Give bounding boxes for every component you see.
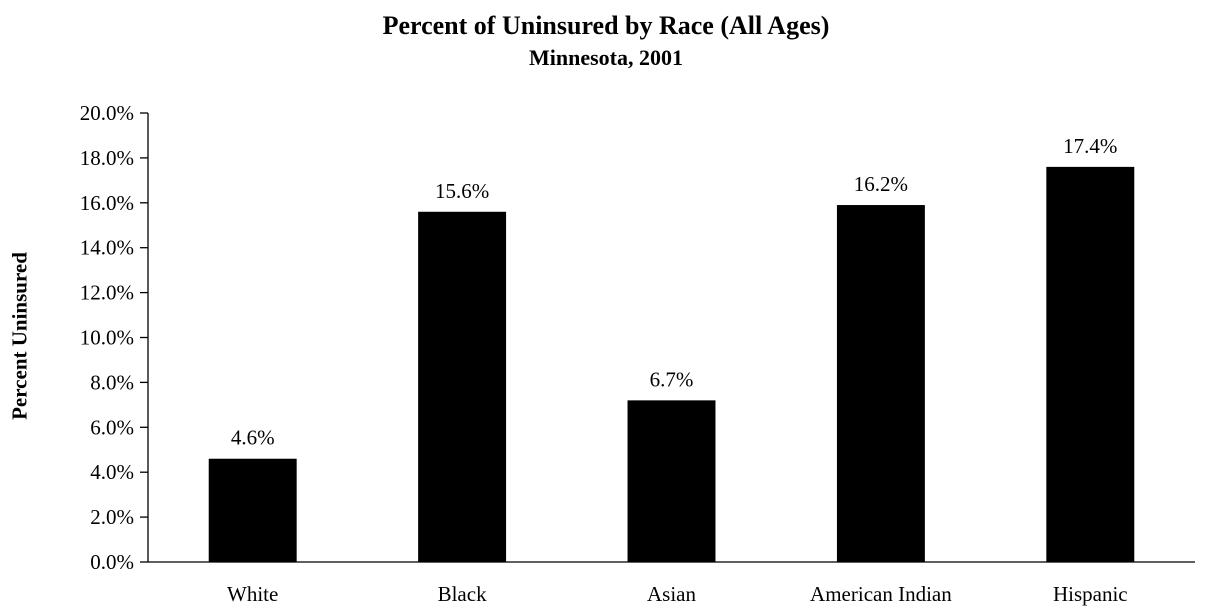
y-tick-label: 18.0% <box>80 146 134 170</box>
x-tick-label: Hispanic <box>1053 582 1128 606</box>
bar-data-label: 16.2% <box>854 172 908 196</box>
bar-black <box>418 211 507 562</box>
y-tick-label: 16.0% <box>80 191 134 215</box>
y-tick-label: 12.0% <box>80 281 134 305</box>
y-tick-label: 14.0% <box>80 236 134 260</box>
x-tick-label: American Indian <box>810 582 952 606</box>
bar-data-label: 4.6% <box>231 426 275 450</box>
bars: 4.6% 15.6% 6.7% 16.2% 17.4% <box>208 134 1135 563</box>
x-axis: White Black Asian American Indian Hispanic <box>148 561 1195 606</box>
y-tick-label: 20.0% <box>80 101 134 125</box>
bar-hispanic <box>1046 166 1135 562</box>
y-tick-label: 0.0% <box>90 550 134 574</box>
x-tick-label: Asian <box>647 582 696 606</box>
y-tick-label: 6.0% <box>90 415 134 439</box>
x-tick-label: Black <box>438 582 487 606</box>
bar-data-label: 15.6% <box>435 179 489 203</box>
bar-american-indian <box>836 205 925 563</box>
y-tick-label: 8.0% <box>90 370 134 394</box>
bar-data-label: 17.4% <box>1063 134 1117 158</box>
bar-white <box>208 458 297 562</box>
y-tick-label: 10.0% <box>80 326 134 350</box>
chart-title: Percent of Uninsured by Race (All Ages) <box>382 11 830 40</box>
y-axis: 0.0% 2.0% 4.0% 6.0% 8.0% 10.0% 12.0% 14.0% 16.0%… <box>80 101 149 574</box>
x-tick-label: White <box>227 582 278 606</box>
y-tick-label: 4.0% <box>90 460 134 484</box>
y-tick-label: 2.0% <box>90 505 134 529</box>
bar-asian <box>627 400 716 562</box>
bar-data-label: 6.7% <box>650 367 694 391</box>
chart-subtitle: Minnesota, 2001 <box>529 45 683 70</box>
